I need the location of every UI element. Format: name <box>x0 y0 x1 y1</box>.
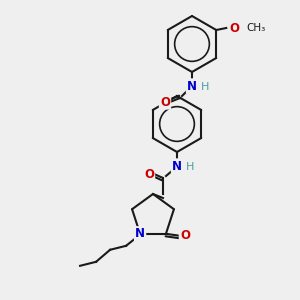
Text: O: O <box>144 167 154 181</box>
Text: N: N <box>135 227 145 240</box>
Text: O: O <box>160 95 170 109</box>
Text: O: O <box>180 229 190 242</box>
Text: H: H <box>201 82 209 92</box>
Text: CH₃: CH₃ <box>246 23 266 33</box>
Text: N: N <box>172 160 182 172</box>
Text: N: N <box>187 80 197 92</box>
Text: H: H <box>186 162 194 172</box>
Text: O: O <box>229 22 239 34</box>
